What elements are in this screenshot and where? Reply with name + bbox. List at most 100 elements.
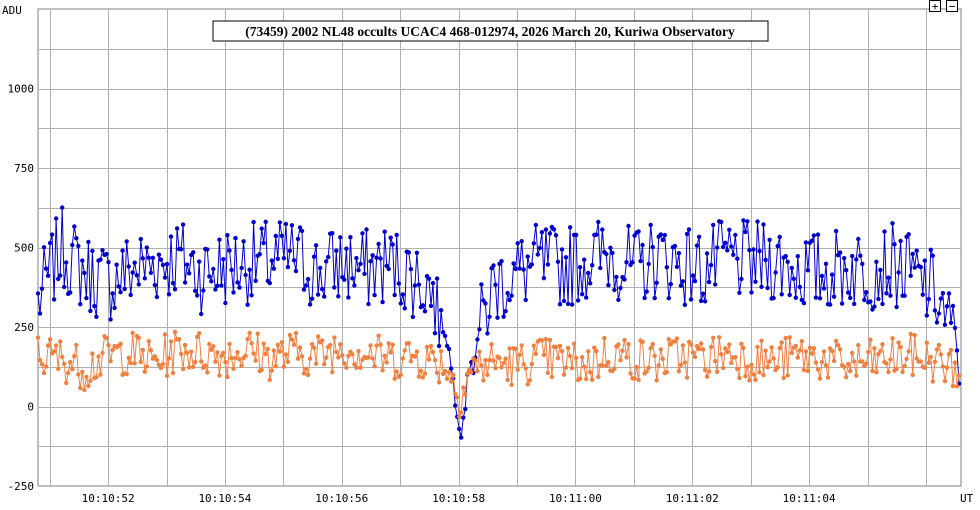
data-point	[743, 374, 748, 379]
data-point	[894, 366, 899, 372]
data-point	[797, 284, 802, 290]
data-point	[541, 352, 547, 358]
data-point	[803, 240, 809, 245]
data-point	[350, 276, 355, 281]
data-point	[72, 354, 77, 359]
data-point	[193, 288, 198, 293]
data-point	[543, 227, 549, 232]
data-point	[954, 384, 960, 389]
data-point	[775, 243, 780, 249]
data-point	[531, 343, 536, 348]
data-point	[817, 296, 823, 301]
data-point	[259, 226, 264, 231]
data-point	[755, 344, 760, 350]
data-point	[279, 340, 285, 345]
data-point	[805, 368, 811, 374]
grid-lines	[38, 9, 961, 486]
data-point	[519, 343, 524, 348]
data-point	[801, 367, 807, 373]
data-point	[130, 270, 135, 275]
data-point	[636, 229, 641, 234]
data-point	[485, 331, 490, 336]
data-point	[322, 294, 327, 299]
data-point	[63, 260, 69, 265]
data-point	[291, 258, 297, 263]
data-point	[491, 358, 496, 363]
data-point	[455, 395, 460, 400]
data-point	[541, 276, 547, 281]
data-point	[86, 383, 91, 389]
data-point	[668, 281, 673, 287]
data-point	[698, 298, 704, 304]
data-point	[690, 273, 696, 278]
data-point	[249, 341, 254, 346]
chart-title-box	[212, 20, 769, 42]
data-point	[283, 221, 289, 227]
data-point	[422, 371, 428, 376]
data-point	[831, 294, 837, 299]
data-point	[586, 270, 591, 276]
zoom-out-button[interactable]: −	[946, 0, 958, 12]
data-point	[721, 244, 726, 250]
data-point	[616, 342, 621, 347]
data-point	[870, 368, 875, 374]
data-point	[189, 349, 194, 354]
data-point	[864, 361, 869, 366]
data-point	[269, 258, 274, 263]
data-point	[465, 371, 470, 376]
data-point	[320, 286, 325, 292]
data-point	[51, 349, 57, 354]
data-point	[78, 385, 83, 391]
data-point	[517, 352, 522, 357]
data-point	[132, 260, 137, 265]
data-point	[781, 375, 786, 381]
data-point	[702, 299, 708, 304]
data-point	[755, 219, 760, 224]
data-point	[364, 227, 369, 232]
data-point	[154, 294, 160, 300]
data-point	[519, 239, 524, 244]
data-point	[729, 244, 734, 249]
data-point	[741, 218, 746, 223]
data-point	[680, 343, 686, 348]
data-point	[340, 353, 345, 358]
data-point	[221, 350, 226, 355]
data-point	[239, 363, 244, 368]
data-point	[366, 355, 371, 360]
x-tick-label: 10:10:54	[198, 492, 251, 505]
data-point	[199, 311, 204, 317]
data-point	[878, 267, 883, 273]
data-point	[727, 342, 732, 347]
data-point	[110, 291, 115, 296]
data-point	[138, 359, 143, 365]
data-point	[592, 345, 597, 350]
data-point	[453, 391, 458, 397]
data-point	[640, 242, 645, 248]
data-point	[918, 264, 923, 270]
data-point	[330, 231, 335, 236]
data-point	[600, 227, 605, 232]
data-point	[493, 366, 498, 371]
data-point	[285, 264, 291, 270]
data-point	[253, 278, 258, 283]
data-point	[620, 348, 625, 353]
data-point	[775, 365, 780, 370]
data-point	[436, 343, 442, 349]
data-point	[789, 350, 794, 356]
data-point	[708, 262, 714, 268]
data-point	[475, 337, 480, 342]
data-point	[779, 340, 784, 345]
data-point	[559, 349, 565, 354]
zoom-in-button[interactable]: +	[929, 0, 941, 12]
data-point	[910, 251, 915, 257]
data-point	[400, 292, 405, 297]
data-point	[842, 256, 847, 261]
data-point	[797, 348, 802, 353]
data-point	[392, 292, 397, 298]
data-point	[713, 282, 718, 287]
data-point	[584, 295, 589, 300]
data-point	[382, 229, 387, 234]
data-point	[842, 364, 847, 370]
data-point	[344, 246, 349, 251]
data-point	[682, 360, 688, 365]
